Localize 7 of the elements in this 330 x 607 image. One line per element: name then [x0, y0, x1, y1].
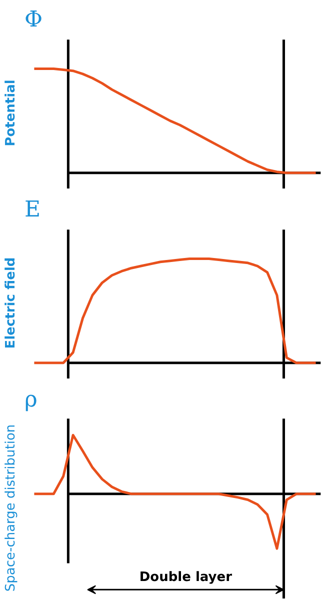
chart-title: ρ: [24, 388, 38, 412]
y-axis-title: Space-charge distribution: [4, 424, 18, 592]
chart-title: Φ: [24, 8, 43, 32]
y-axis-title: Potential: [4, 80, 18, 146]
text: Double layer: [139, 570, 233, 585]
chart-title: E: [24, 198, 41, 222]
y-axis-title: Electric field: [4, 257, 18, 349]
